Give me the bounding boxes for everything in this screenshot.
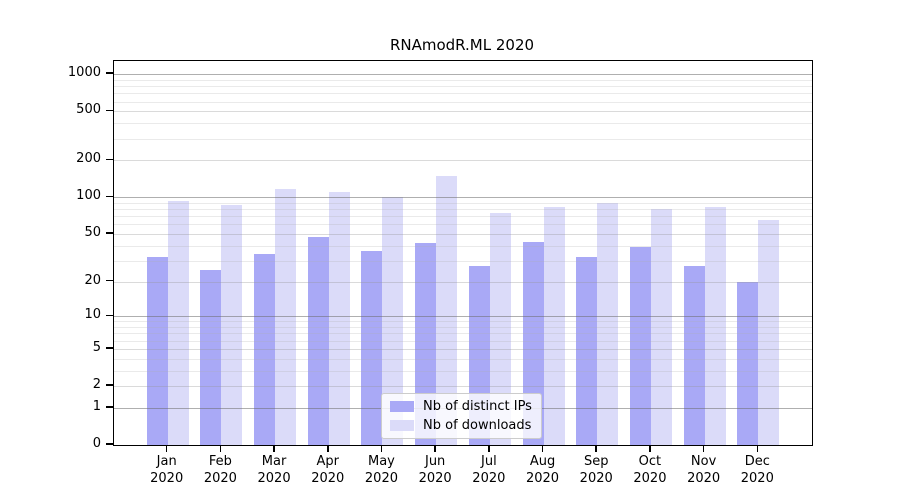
y-axis-tick-10	[106, 314, 113, 317]
x-axis-tick-aug	[541, 445, 544, 452]
x-axis-tick-dec	[756, 445, 759, 452]
y-axis-tick-100	[106, 195, 113, 198]
y-axis-tick-label: 2	[92, 377, 101, 393]
x-axis-tick-label: Aug 2020	[525, 454, 560, 486]
legend-swatch-nb-of-distinct-ips	[390, 401, 414, 412]
legend: Nb of distinct IPs Nb of downloads	[381, 393, 542, 439]
bar-nb-of-downloads-aug	[543, 206, 565, 445]
bar-nb-of-downloads-apr	[328, 192, 350, 445]
bar-nb-of-downloads-feb	[221, 205, 243, 445]
x-axis-tick-jul	[488, 445, 490, 452]
bar-nb-of-distinct-ips-sep	[576, 257, 598, 445]
x-axis-tick-jan	[165, 445, 168, 452]
y-axis-tick-1	[106, 406, 113, 408]
y-axis-tick-200	[106, 158, 113, 161]
y-axis-tick-20	[106, 279, 113, 282]
y-axis-tick-label: 100	[76, 188, 101, 204]
x-axis-tick-label: Jan 2020	[150, 454, 184, 486]
bar-nb-of-downloads-nov	[704, 207, 726, 445]
y-axis-tick-500	[106, 109, 113, 112]
y-axis-tick-0	[106, 443, 113, 445]
legend-item-nb-of-distinct-ips: Nb of distinct IPs	[390, 399, 532, 414]
y-axis-tick-label: 5	[92, 339, 101, 355]
bar-nb-of-downloads-sep	[597, 202, 619, 445]
bar-nb-of-downloads-oct	[650, 208, 672, 445]
bar-nb-of-downloads-dec	[758, 220, 780, 445]
bar-nb-of-distinct-ips-mar	[254, 254, 276, 445]
y-axis-tick-label: 10	[84, 307, 101, 323]
y-axis-tick-2	[106, 384, 113, 386]
x-axis-tick-nov	[702, 445, 705, 452]
bar-nb-of-distinct-ips-may	[361, 251, 383, 445]
bar-nb-of-distinct-ips-apr	[307, 237, 329, 445]
y-axis-tick-label: 200	[76, 151, 101, 167]
x-axis-tick-label: Apr 2020	[311, 454, 345, 486]
bar-nb-of-downloads-jun	[436, 176, 458, 445]
y-axis-tick-50	[106, 232, 113, 234]
legend-label: Nb of downloads	[423, 418, 532, 433]
bars-layer	[114, 61, 812, 445]
bar-nb-of-downloads-jul	[489, 213, 511, 445]
x-axis-tick-apr	[327, 445, 329, 452]
x-axis-tick-may	[380, 445, 383, 452]
legend-item-nb-of-downloads: Nb of downloads	[390, 418, 532, 433]
y-axis-tick-label: 20	[84, 272, 101, 288]
x-axis-tick-sep	[595, 445, 597, 452]
x-axis-tick-oct	[649, 445, 651, 452]
bar-nb-of-distinct-ips-oct	[629, 247, 651, 445]
y-axis-tick-label: 50	[84, 224, 101, 240]
y-axis-tick-label: 1000	[67, 65, 101, 81]
x-axis-tick-label: Jul 2020	[472, 454, 506, 486]
x-axis-tick-label: Jun 2020	[418, 454, 452, 486]
bar-nb-of-downloads-jan	[167, 200, 189, 445]
y-axis-tick-label: 500	[76, 102, 101, 118]
plot-area: Nb of distinct IPs Nb of downloads	[113, 60, 813, 446]
bar-nb-of-distinct-ips-jan	[146, 257, 168, 445]
x-axis-tick-label: Sep 2020	[579, 454, 613, 486]
y-axis-tick-1000	[106, 72, 113, 74]
y-axis-tick-label: 0	[92, 436, 101, 451]
y-axis-tick-label: 1	[92, 398, 101, 414]
chart-title: RNAmodR.ML 2020	[389, 36, 535, 54]
x-axis-tick-mar	[273, 445, 275, 452]
x-axis-tick-label: Oct 2020	[633, 454, 667, 486]
x-axis-tick-label: May 2020	[364, 454, 398, 486]
x-axis-tick-label: Dec 2020	[740, 454, 774, 486]
legend-swatch-nb-of-downloads	[390, 420, 414, 431]
bar-nb-of-distinct-ips-feb	[200, 270, 222, 445]
bar-nb-of-distinct-ips-dec	[737, 281, 759, 445]
x-axis-tick-label: Nov 2020	[687, 454, 721, 486]
x-axis-tick-label: Mar 2020	[257, 454, 291, 486]
bar-nb-of-distinct-ips-nov	[683, 266, 705, 445]
x-axis-tick-jun	[434, 445, 436, 452]
bar-nb-of-downloads-may	[382, 197, 404, 445]
legend-label: Nb of distinct IPs	[423, 399, 532, 414]
x-axis-tick-label: Feb 2020	[203, 454, 237, 486]
y-axis-tick-5	[106, 347, 113, 349]
x-axis-tick-feb	[219, 445, 222, 452]
